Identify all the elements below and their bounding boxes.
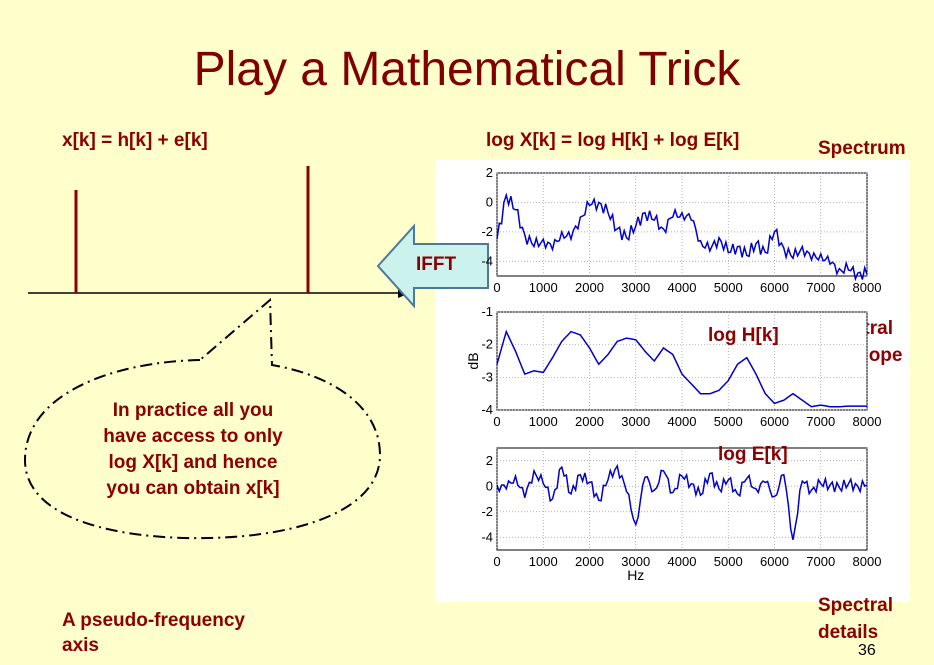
inset-log-e: log E[k] xyxy=(718,444,788,465)
x-tick-label: 1000 xyxy=(529,554,558,569)
chart-3: 0 1000 2000 3000 4000 5000 6000 7000 8000 2 0 -2 -4 H… xyxy=(481,447,882,583)
bubble-line-3: log X[k] and hence xyxy=(108,452,278,473)
x-tick-label: 0 xyxy=(493,280,500,295)
y-tick-label: -1 xyxy=(481,304,493,319)
x-tick-label: 7000 xyxy=(806,280,835,295)
bubble-line-4: you can obtain x[k] xyxy=(106,478,280,499)
x-tick-label: 5000 xyxy=(714,414,743,429)
x-tick-label: 7000 xyxy=(806,414,835,429)
log-spectrum-equation: log X[k] = log H[k] + log E[k] xyxy=(486,130,740,151)
label-details-2: details xyxy=(818,622,879,643)
y-tick-label: -2 xyxy=(481,337,493,352)
label-spectrum: Spectrum xyxy=(818,138,906,159)
x-tick-label: 4000 xyxy=(668,414,697,429)
axis-caption-line-1: A pseudo-frequency xyxy=(62,610,245,631)
page-number: 36 xyxy=(858,642,876,659)
x-tick-label: 1000 xyxy=(529,280,558,295)
x-tick-label: 8000 xyxy=(853,554,882,569)
y-tick-label: 2 xyxy=(486,165,493,180)
y-tick-label: 0 xyxy=(486,194,493,209)
x-tick-label: 3000 xyxy=(621,554,650,569)
x-tick-label: 6000 xyxy=(760,414,789,429)
x-tick-label: 4000 xyxy=(668,554,697,569)
x-axis-label: Hz xyxy=(627,567,644,583)
x-tick-label: 6000 xyxy=(760,554,789,569)
x-tick-label: 0 xyxy=(493,554,500,569)
y-tick-label: -4 xyxy=(481,253,493,268)
y-tick-label: -4 xyxy=(481,402,493,417)
x-tick-label: 8000 xyxy=(853,414,882,429)
x-tick-label: 6000 xyxy=(760,280,789,295)
y-tick-label: -2 xyxy=(481,224,493,239)
speech-bubble xyxy=(23,297,382,540)
x-tick-label: 5000 xyxy=(714,280,743,295)
inset-log-h: log H[k] xyxy=(708,325,779,346)
ifft-label: IFFT xyxy=(416,254,457,275)
x-tick-label: 8000 xyxy=(853,280,882,295)
chart-1: 0 1000 2000 3000 4000 5000 6000 7000 8000 2 0 -2 -4 xyxy=(481,165,881,295)
y-tick-label: -4 xyxy=(481,529,493,544)
bubble-outline xyxy=(23,297,382,540)
x-tick-label: 0 xyxy=(493,414,500,429)
slide-title: Play a Mathematical Trick xyxy=(193,43,741,96)
y-tick-label: -3 xyxy=(481,369,493,384)
x-tick-label: 3000 xyxy=(621,414,650,429)
axis-caption-line-2: axis xyxy=(62,635,99,656)
x-tick-label: 4000 xyxy=(668,280,697,295)
y-tick-label: 2 xyxy=(486,453,493,468)
x-tick-label: 2000 xyxy=(575,554,604,569)
label-details-1: Spectral xyxy=(818,595,893,616)
x-tick-label: 2000 xyxy=(575,414,604,429)
y-tick-label: -2 xyxy=(481,504,493,519)
bubble-text: In practice all you have access to only … xyxy=(88,398,298,502)
x-tick-label: 1000 xyxy=(529,414,558,429)
y-tick-label: 0 xyxy=(486,478,493,493)
x-tick-label: 5000 xyxy=(714,554,743,569)
time-domain-equation: x[k] = h[k] + e[k] xyxy=(62,130,208,151)
x-tick-label: 3000 xyxy=(621,280,650,295)
ifft-arrow-shape xyxy=(376,223,489,309)
bubble-line-1: In practice all you xyxy=(112,400,274,421)
x-tick-label: 2000 xyxy=(575,280,604,295)
chart-2: 0 1000 2000 3000 4000 5000 6000 7000 8000 -1 -2 -3 -… xyxy=(465,304,881,429)
y-axis-label: dB xyxy=(465,352,481,369)
x-tick-label: 7000 xyxy=(806,554,835,569)
bubble-line-2: have access to only xyxy=(103,426,283,447)
